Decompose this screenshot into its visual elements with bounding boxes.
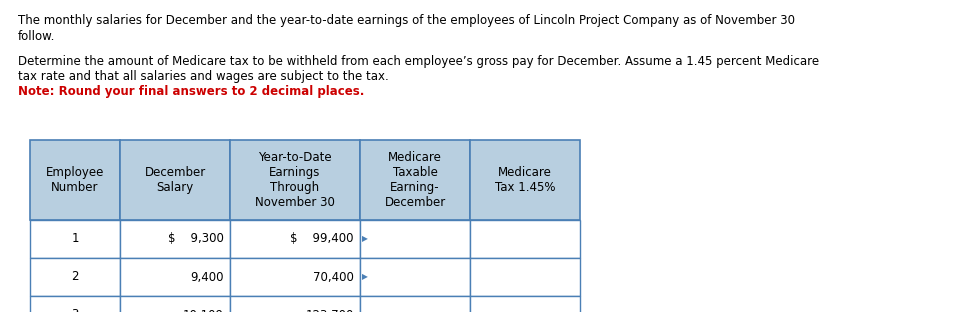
Text: Medicare
Tax 1.45%: Medicare Tax 1.45% [495,166,555,194]
Bar [30,258,120,296]
Text: $    9,300: $ 9,300 [168,232,224,246]
Text: 70,400: 70,400 [313,271,354,284]
Text: ▶: ▶ [362,235,368,243]
Bar [30,220,120,258]
Bar [230,220,360,258]
Bar [120,258,230,296]
Bar [230,258,360,296]
Bar [470,258,580,296]
Bar [120,296,230,312]
Bar [360,140,470,220]
Text: Employee
Number: Employee Number [45,166,104,194]
Bar [120,140,230,220]
Text: 3: 3 [71,309,78,312]
Text: 123,700: 123,700 [305,309,354,312]
Bar [470,140,580,220]
Text: Year-to-Date
Earnings
Through
November 30: Year-to-Date Earnings Through November 3… [255,151,335,209]
Text: tax rate and that all salaries and wages are subject to the tax.: tax rate and that all salaries and wages… [18,70,388,83]
Text: 10,109: 10,109 [183,309,224,312]
Text: follow.: follow. [18,30,55,43]
Bar [120,220,230,258]
Bar [360,258,470,296]
Text: $    99,400: $ 99,400 [291,232,354,246]
Bar [30,140,120,220]
Text: Medicare
Taxable
Earning-
December: Medicare Taxable Earning- December [384,151,445,209]
Text: Determine the amount of Medicare tax to be withheld from each employee’s gross p: Determine the amount of Medicare tax to … [18,55,819,68]
Text: ▶: ▶ [362,272,368,281]
Text: ▶: ▶ [362,310,368,312]
Text: 9,400: 9,400 [190,271,224,284]
Text: The monthly salaries for December and the year-to-date earnings of the employees: The monthly salaries for December and th… [18,14,795,27]
Bar [230,140,360,220]
Bar [230,296,360,312]
Bar [360,296,470,312]
Text: 2: 2 [71,271,79,284]
Bar [360,220,470,258]
Text: December
Salary: December Salary [144,166,206,194]
Bar [30,296,120,312]
Bar [470,296,580,312]
Text: 1: 1 [71,232,79,246]
Text: Note: Round your final answers to 2 decimal places.: Note: Round your final answers to 2 deci… [18,85,364,98]
Bar [470,220,580,258]
